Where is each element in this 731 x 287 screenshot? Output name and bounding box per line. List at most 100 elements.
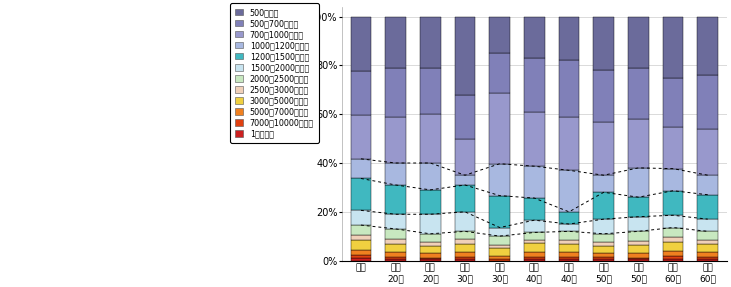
Legend: 500円未満, 500～700円未満, 700～1000円未満, 1000～1200円未満, 1200～1500円未満, 1500～2000円未満, 2000～: 500円未満, 500～700円未満, 700～1000円未満, 1000～12… — [230, 3, 319, 143]
Bar — [663, 215, 683, 228]
Bar — [663, 169, 683, 191]
Bar — [697, 219, 718, 231]
Bar — [385, 229, 406, 239]
Bar — [558, 252, 580, 257]
Bar — [351, 258, 371, 261]
Bar — [558, 61, 580, 117]
Bar — [558, 259, 580, 261]
Bar — [455, 259, 475, 261]
Bar — [697, 244, 718, 252]
Bar — [420, 214, 441, 234]
Bar — [697, 259, 718, 261]
Bar — [351, 71, 371, 115]
Bar — [628, 168, 649, 197]
Bar — [455, 212, 475, 231]
Bar — [697, 195, 718, 219]
Bar — [663, 191, 683, 215]
Bar — [663, 251, 683, 256]
Bar — [594, 253, 614, 257]
Bar — [489, 248, 510, 256]
Bar — [420, 258, 441, 259]
Bar — [351, 235, 371, 240]
Bar — [594, 234, 614, 242]
Bar — [524, 252, 545, 257]
Bar — [420, 190, 441, 214]
Bar — [385, 252, 406, 257]
Bar — [489, 228, 510, 236]
Bar — [489, 53, 510, 93]
Bar — [524, 257, 545, 259]
Bar — [420, 163, 441, 190]
Bar — [697, 17, 718, 75]
Bar — [420, 253, 441, 258]
Bar — [594, 257, 614, 259]
Bar — [455, 17, 475, 95]
Bar — [385, 68, 406, 117]
Bar — [455, 244, 475, 252]
Bar — [594, 175, 614, 192]
Bar — [385, 185, 406, 214]
Bar — [385, 244, 406, 252]
Bar — [663, 17, 683, 78]
Bar — [697, 257, 718, 259]
Bar — [351, 225, 371, 235]
Bar — [524, 243, 545, 252]
Bar — [455, 175, 475, 185]
Bar — [558, 240, 580, 244]
Bar — [351, 17, 371, 71]
Bar — [489, 93, 510, 164]
Bar — [628, 241, 649, 245]
Bar — [489, 196, 510, 228]
Bar — [385, 163, 406, 185]
Bar — [594, 121, 614, 175]
Bar — [524, 17, 545, 58]
Bar — [628, 258, 649, 259]
Bar — [524, 240, 545, 243]
Bar — [351, 255, 371, 258]
Bar — [628, 119, 649, 168]
Bar — [420, 68, 441, 114]
Bar — [558, 224, 580, 231]
Bar — [594, 259, 614, 261]
Bar — [628, 197, 649, 217]
Bar — [594, 70, 614, 121]
Bar — [663, 256, 683, 259]
Bar — [351, 210, 371, 225]
Bar — [663, 78, 683, 127]
Bar — [351, 179, 371, 210]
Bar — [558, 17, 580, 61]
Bar — [420, 17, 441, 68]
Bar — [489, 236, 510, 245]
Bar — [420, 259, 441, 261]
Bar — [663, 237, 683, 242]
Bar — [594, 242, 614, 246]
Bar — [489, 259, 510, 261]
Bar — [594, 219, 614, 234]
Bar — [697, 175, 718, 195]
Bar — [663, 242, 683, 251]
Bar — [628, 245, 649, 253]
Bar — [558, 257, 580, 259]
Bar — [663, 127, 683, 169]
Bar — [628, 259, 649, 261]
Bar — [420, 246, 441, 253]
Bar — [663, 259, 683, 261]
Bar — [455, 252, 475, 257]
Bar — [594, 17, 614, 70]
Bar — [628, 217, 649, 231]
Bar — [558, 170, 580, 212]
Bar — [351, 115, 371, 159]
Bar — [455, 257, 475, 259]
Bar — [420, 242, 441, 246]
Bar — [628, 17, 649, 68]
Bar — [455, 139, 475, 175]
Bar — [697, 129, 718, 175]
Bar — [489, 17, 510, 53]
Bar — [594, 246, 614, 253]
Bar — [697, 231, 718, 240]
Bar — [455, 185, 475, 212]
Bar — [385, 259, 406, 261]
Bar — [351, 240, 371, 250]
Bar — [628, 253, 649, 258]
Bar — [420, 234, 441, 242]
